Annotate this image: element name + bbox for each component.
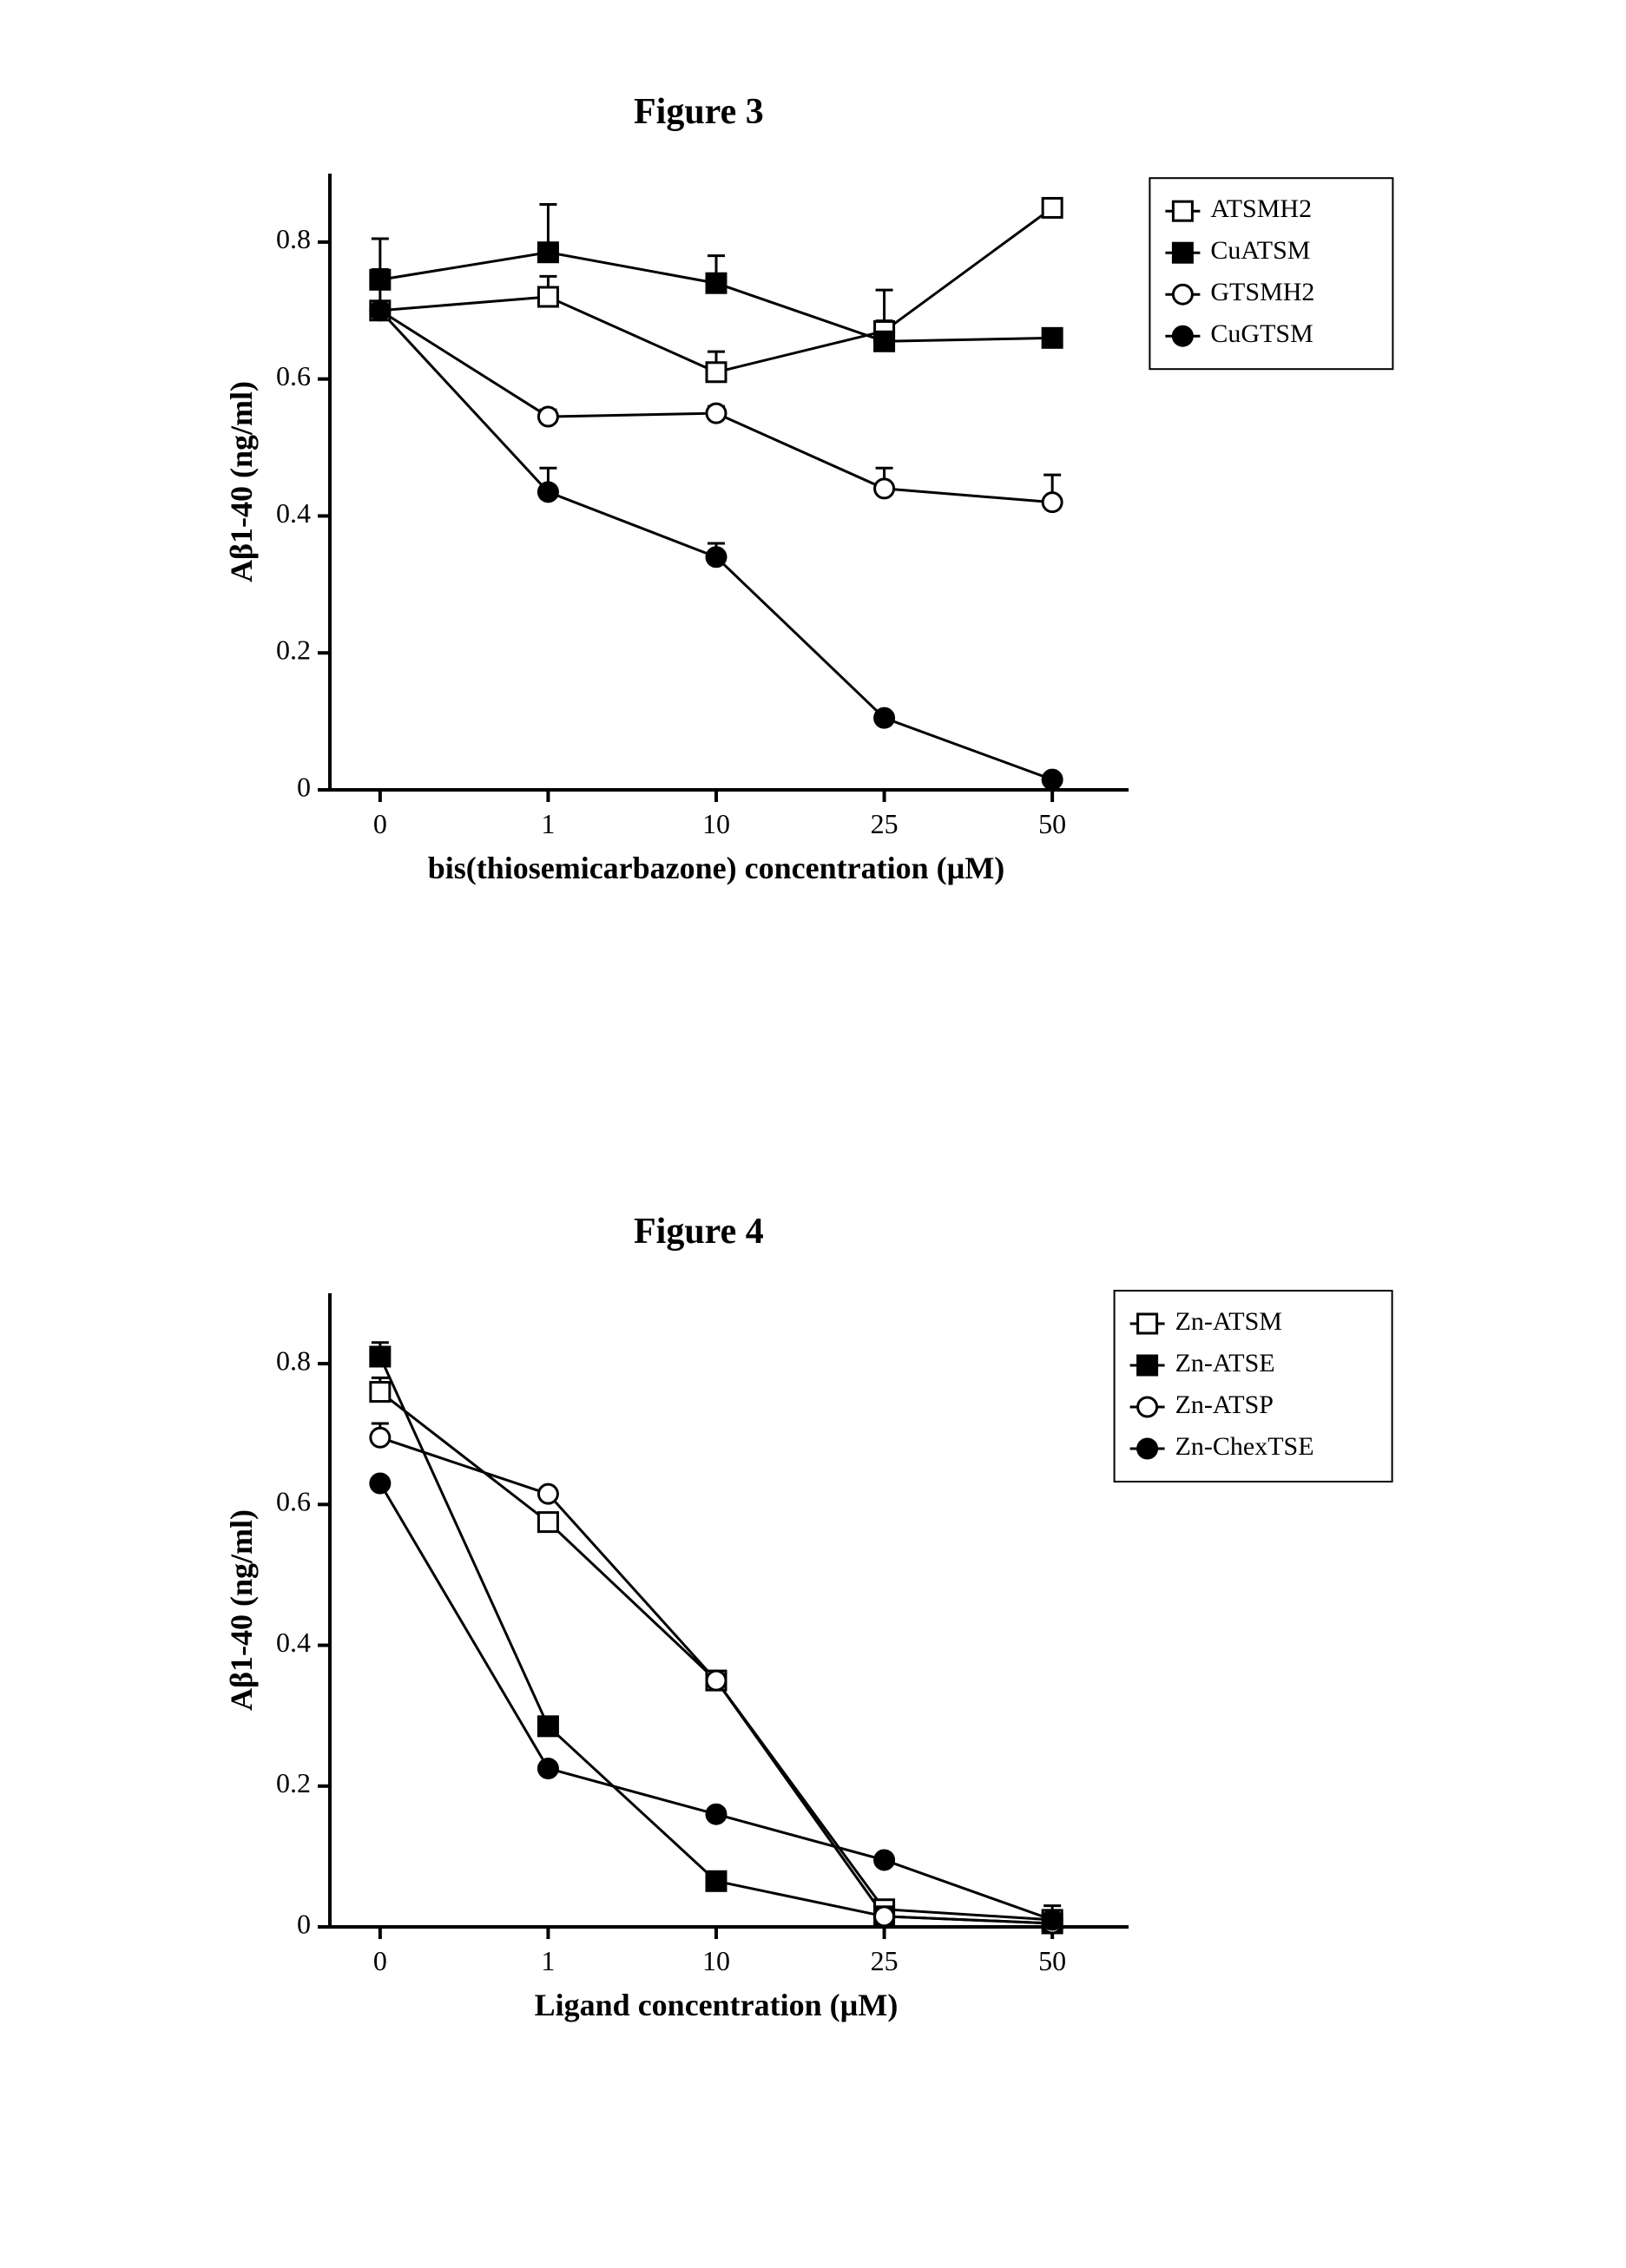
svg-text:Aβ1-40 (ng/ml): Aβ1-40 (ng/ml) <box>224 381 259 582</box>
svg-text:Zn-ChexTSE: Zn-ChexTSE <box>1175 1432 1314 1461</box>
svg-text:Zn-ATSE: Zn-ATSE <box>1175 1349 1275 1377</box>
svg-text:0.2: 0.2 <box>276 634 311 666</box>
svg-text:0.4: 0.4 <box>276 497 311 529</box>
svg-text:0: 0 <box>297 1908 311 1939</box>
page: Figure 3 00.20.40.60.801102550Aβ1-40 (ng… <box>0 0 1626 2268</box>
figure-4-svg: 0 0.2 0.4 0.6 0.8 0 1 10 25 50 Aβ1-40 (ng/ml) Ligan… <box>217 1267 1398 2048</box>
svg-text:50: 50 <box>1038 808 1066 839</box>
svg-text:25: 25 <box>871 808 899 839</box>
svg-text:Zn-ATSP: Zn-ATSP <box>1175 1390 1274 1419</box>
svg-text:0.6: 0.6 <box>276 1486 311 1517</box>
svg-text:0: 0 <box>373 808 387 839</box>
svg-text:10: 10 <box>702 808 730 839</box>
figure-3-svg: 0 0.2 0.4 0.6 0.8 0 1 10 25 50 Aβ1-40 (ng/ml) bis(t… <box>217 148 1398 911</box>
svg-text:Ligand concentration (µM): Ligand concentration (µM) <box>535 1988 899 2022</box>
svg-text:CuATSM: CuATSM <box>1210 236 1310 265</box>
svg-text:1: 1 <box>541 808 555 839</box>
svg-text:0.8: 0.8 <box>276 1344 311 1376</box>
svg-text:1: 1 <box>541 1945 555 1976</box>
svg-text:Zn-ATSM: Zn-ATSM <box>1175 1307 1282 1336</box>
svg-text:bis(thiosemicarbazone) concent: bis(thiosemicarbazone) concentration (µM… <box>428 851 1005 885</box>
svg-text:Aβ1-40 (ng/ml): Aβ1-40 (ng/ml) <box>224 1509 259 1711</box>
figure-3-title: Figure 3 <box>634 91 764 133</box>
svg-text:0.8: 0.8 <box>276 223 311 254</box>
svg-text:0: 0 <box>297 771 311 802</box>
svg-text:10: 10 <box>702 1945 730 1976</box>
svg-text:0: 0 <box>373 1945 387 1976</box>
svg-text:0.2: 0.2 <box>276 1767 311 1798</box>
figure-3-chart: 0 0.2 0.4 0.6 0.8 0 1 10 25 50 Aβ1-40 (ng/ml) bis(t… <box>217 148 1398 911</box>
svg-text:GTSMH2: GTSMH2 <box>1210 278 1314 306</box>
svg-text:0.6: 0.6 <box>276 360 311 391</box>
svg-text:CuGTSM: CuGTSM <box>1210 319 1313 348</box>
svg-text:25: 25 <box>871 1945 899 1976</box>
svg-text:50: 50 <box>1038 1945 1066 1976</box>
figure-4-chart: 0 0.2 0.4 0.6 0.8 0 1 10 25 50 Aβ1-40 (ng/ml) Ligan… <box>217 1267 1398 2048</box>
figure-4-title: Figure 4 <box>634 1211 764 1252</box>
svg-text:ATSMH2: ATSMH2 <box>1210 194 1312 223</box>
svg-text:0.4: 0.4 <box>276 1627 311 1658</box>
